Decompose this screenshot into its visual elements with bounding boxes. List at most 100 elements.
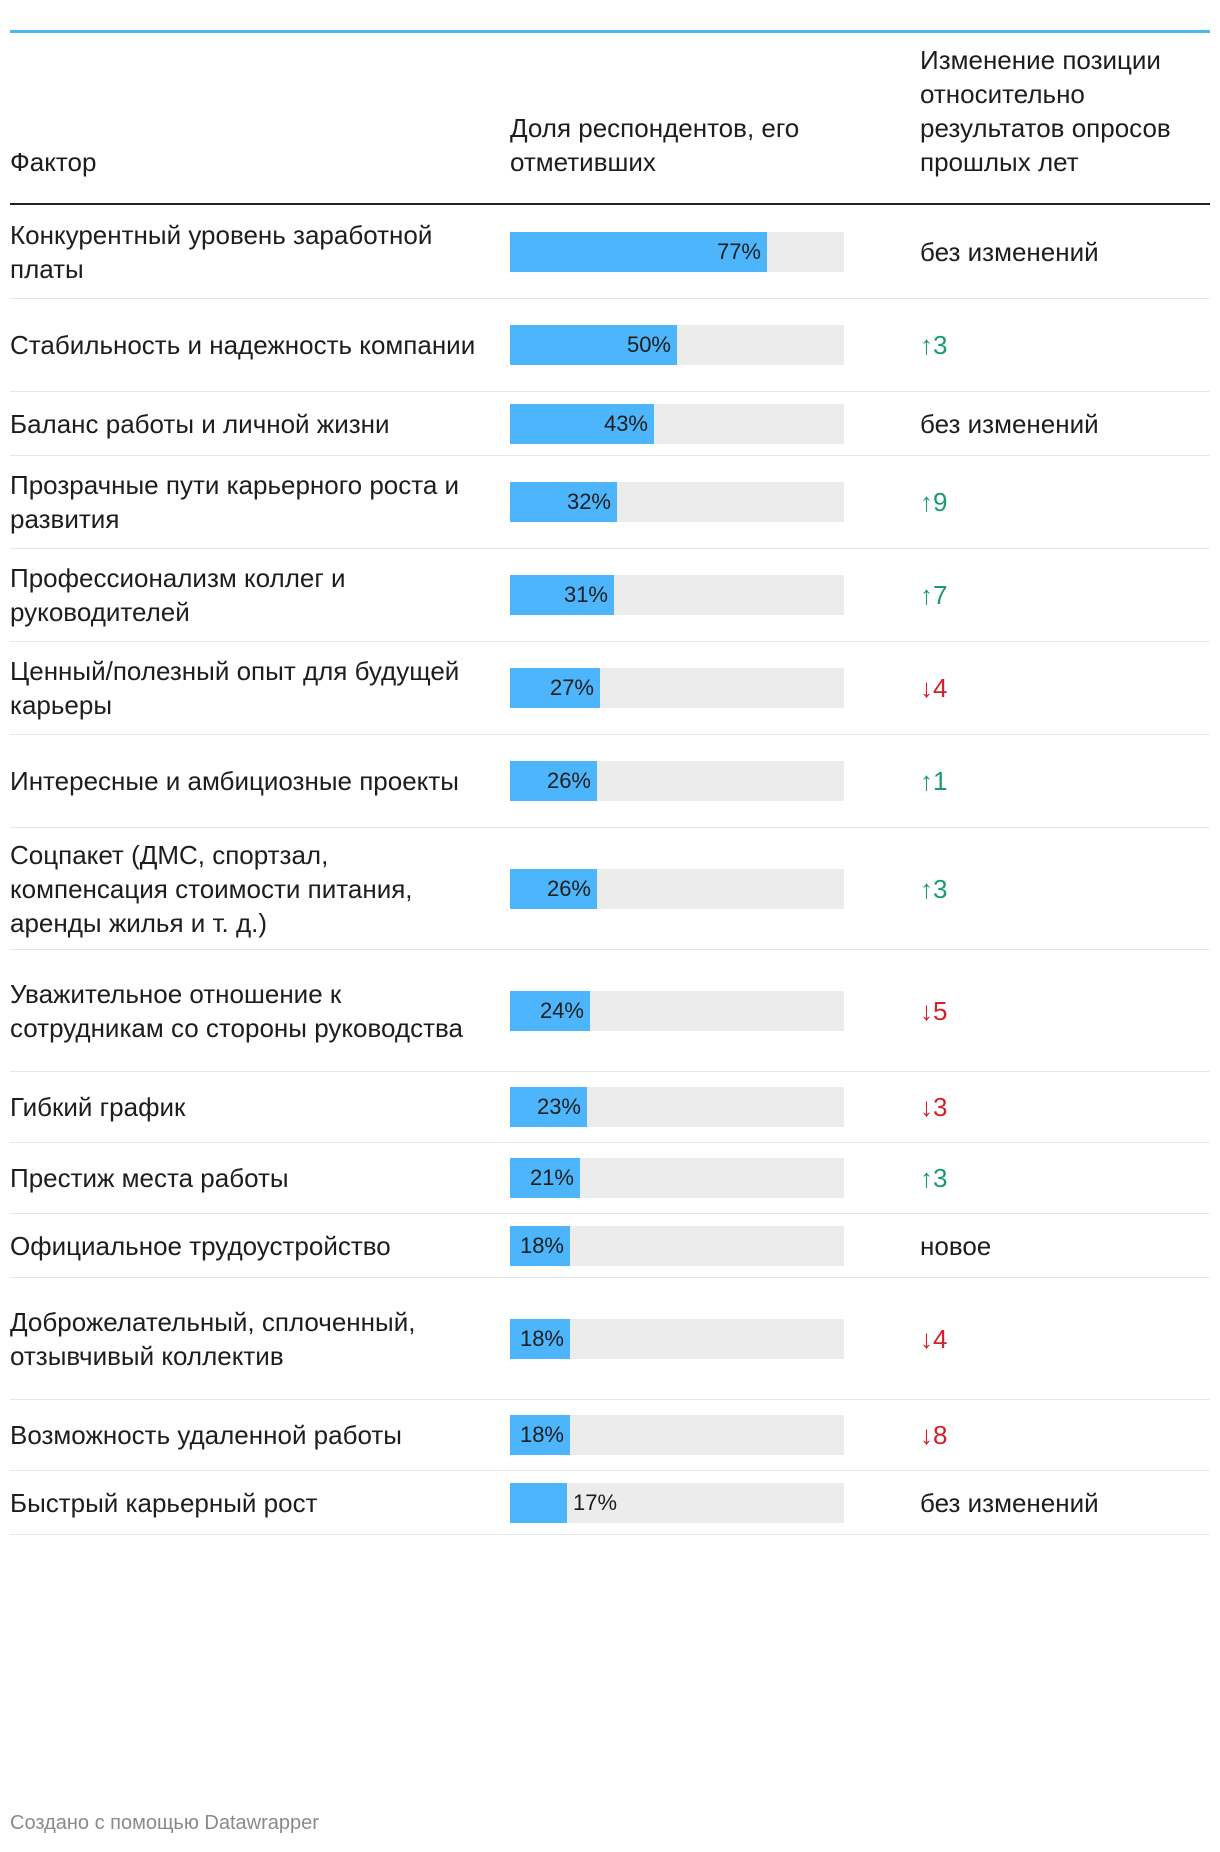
row-bar-cell: 26% — [510, 761, 910, 801]
bar-fill — [510, 482, 617, 522]
bar-value-label: 43% — [603, 410, 648, 436]
row-factor: Возможность удаленной работы — [10, 1420, 402, 1450]
footer-credit: Создано с помощью Datawrapper — [10, 1812, 319, 1834]
row-factor: Соцпакет (ДМС, спортзал, компенсация сто… — [10, 839, 413, 938]
row-factor: Гибкий график — [10, 1092, 186, 1122]
row-factor: Конкурентный уровень заработной платы — [10, 219, 433, 284]
bar-value-label: 21% — [529, 1165, 574, 1190]
bar-value-label: 50% — [626, 332, 671, 357]
bar-fill — [510, 1158, 580, 1198]
bar-track: 17% — [510, 1482, 844, 1523]
bar-track: 23% — [510, 1087, 844, 1127]
row-change: ↓4 — [920, 673, 948, 703]
table-row: Уважительное отношение к сотрудникам со … — [10, 950, 1210, 1072]
row-bar-cell: 23% — [510, 1087, 910, 1127]
bar-value-label: 18% — [519, 1325, 564, 1351]
table-row: Конкурентный уровень заработной платы 77%… — [10, 205, 1210, 299]
row-change: без изменений — [920, 236, 1099, 267]
bar-fill — [510, 231, 767, 272]
row-bar-cell: 21% — [510, 1158, 910, 1198]
row-change: ↓3 — [920, 1092, 948, 1122]
row-bar-cell: 18% — [510, 1415, 910, 1455]
table-header: Фактор Доля респондентов, его отметивших… — [10, 33, 1210, 205]
bar-track: 32% — [510, 482, 844, 522]
bar-track: 50% — [510, 325, 844, 365]
bar-value-label: 17% — [573, 1489, 618, 1515]
header-change: Изменение позиции относительно результат… — [920, 45, 1171, 177]
table-row: Доброжелательный, сплоченный, отзывчивый… — [10, 1278, 1210, 1400]
bar-fill — [510, 575, 614, 615]
row-factor: Уважительное отношение к сотрудникам со … — [10, 978, 463, 1043]
row-change: ↑3 — [920, 330, 948, 360]
row-change: ↑3 — [920, 1163, 948, 1193]
row-factor: Интересные и амбициозные проекты — [10, 766, 459, 796]
bar-track: 18% — [510, 1415, 844, 1455]
bar-value-label: 18% — [519, 1232, 564, 1258]
bar-track: 43% — [510, 403, 844, 444]
bar-fill — [510, 761, 597, 801]
row-bar-cell: 31% — [510, 575, 910, 615]
bar-fill — [510, 1318, 570, 1359]
bar-track: 26% — [510, 868, 844, 909]
row-change: без изменений — [920, 1487, 1099, 1518]
bar-track: 18% — [510, 1318, 844, 1359]
bar-fill — [510, 403, 654, 444]
bar-value-label: 27% — [549, 675, 594, 700]
row-change: ↓8 — [920, 1420, 948, 1450]
table-body: Конкурентный уровень заработной платы 77%… — [10, 205, 1210, 1535]
table-row: Стабильность и надежность компании 50% ↑3 — [10, 299, 1210, 392]
row-bar-cell: 77% — [510, 231, 910, 272]
table-row: Баланс работы и личной жизни 43% без измен… — [10, 392, 1210, 456]
table-row: Прозрачные пути карьерного роста и разви… — [10, 456, 1210, 549]
row-bar-cell: 24% — [510, 990, 910, 1031]
row-change: ↑7 — [920, 580, 948, 610]
chart-table: Фактор Доля респондентов, его отметивших… — [10, 30, 1210, 1535]
bar-value-label: 24% — [539, 997, 584, 1023]
bar-value-label: 77% — [716, 238, 761, 264]
row-bar-cell: 43% — [510, 403, 910, 444]
table-row: Престиж места работы 21% ↑3 — [10, 1143, 1210, 1214]
bar-track: 18% — [510, 1225, 844, 1266]
bar-fill — [510, 1415, 570, 1455]
row-change: ↑3 — [920, 873, 948, 904]
bar-value-label: 26% — [546, 875, 591, 901]
header-factor: Фактор — [10, 147, 97, 177]
row-factor: Быстрый карьерный рост — [10, 1487, 318, 1518]
table-row: Официальное трудоустройство 18% новое — [10, 1214, 1210, 1278]
table-row: Интересные и амбициозные проекты 26% ↑1 — [10, 735, 1210, 828]
table-row: Быстрый карьерный рост 17% без изменений — [10, 1471, 1210, 1535]
row-change: ↓4 — [920, 1323, 948, 1354]
row-factor: Стабильность и надежность компании — [10, 330, 476, 360]
row-bar-cell: 18% — [510, 1225, 910, 1266]
row-change: без изменений — [920, 408, 1099, 439]
header-share: Доля респондентов, его отметивших — [510, 113, 800, 177]
row-factor: Ценный/полезный опыт для будущей карьеры — [10, 656, 460, 720]
row-bar-cell: 32% — [510, 482, 910, 522]
row-factor: Престиж места работы — [10, 1163, 289, 1193]
row-factor: Доброжелательный, сплоченный, отзывчивый… — [10, 1306, 416, 1371]
bar-fill — [510, 1087, 587, 1127]
row-change: ↑9 — [920, 487, 948, 517]
table-row: Возможность удаленной работы 18% ↓8 — [10, 1400, 1210, 1471]
table-row: Соцпакет (ДМС, спортзал, компенсация сто… — [10, 828, 1210, 950]
bar-track: 27% — [510, 668, 844, 708]
row-change: ↓5 — [920, 995, 948, 1026]
bar-fill — [510, 325, 677, 365]
bar-value-label: 31% — [563, 582, 608, 607]
top-rule — [10, 30, 1210, 33]
bar-track: 26% — [510, 761, 844, 801]
row-bar-cell: 18% — [510, 1318, 910, 1359]
row-bar-cell: 17% — [510, 1482, 910, 1523]
row-bar-cell: 27% — [510, 668, 910, 708]
row-factor: Профессионализм коллег и руководителей — [10, 563, 346, 627]
bar-track: 77% — [510, 231, 844, 272]
bar-track: 21% — [510, 1158, 844, 1198]
bar-track: 24% — [510, 990, 844, 1031]
table-row: Ценный/полезный опыт для будущей карьеры… — [10, 642, 1210, 735]
table-row: Профессионализм коллег и руководителей 31… — [10, 549, 1210, 642]
row-bar-cell: 50% — [510, 325, 910, 365]
bar-fill — [510, 668, 600, 708]
bar-value-label: 32% — [566, 489, 611, 514]
bar-value-label: 23% — [536, 1094, 581, 1119]
row-bar-cell: 26% — [510, 868, 910, 909]
